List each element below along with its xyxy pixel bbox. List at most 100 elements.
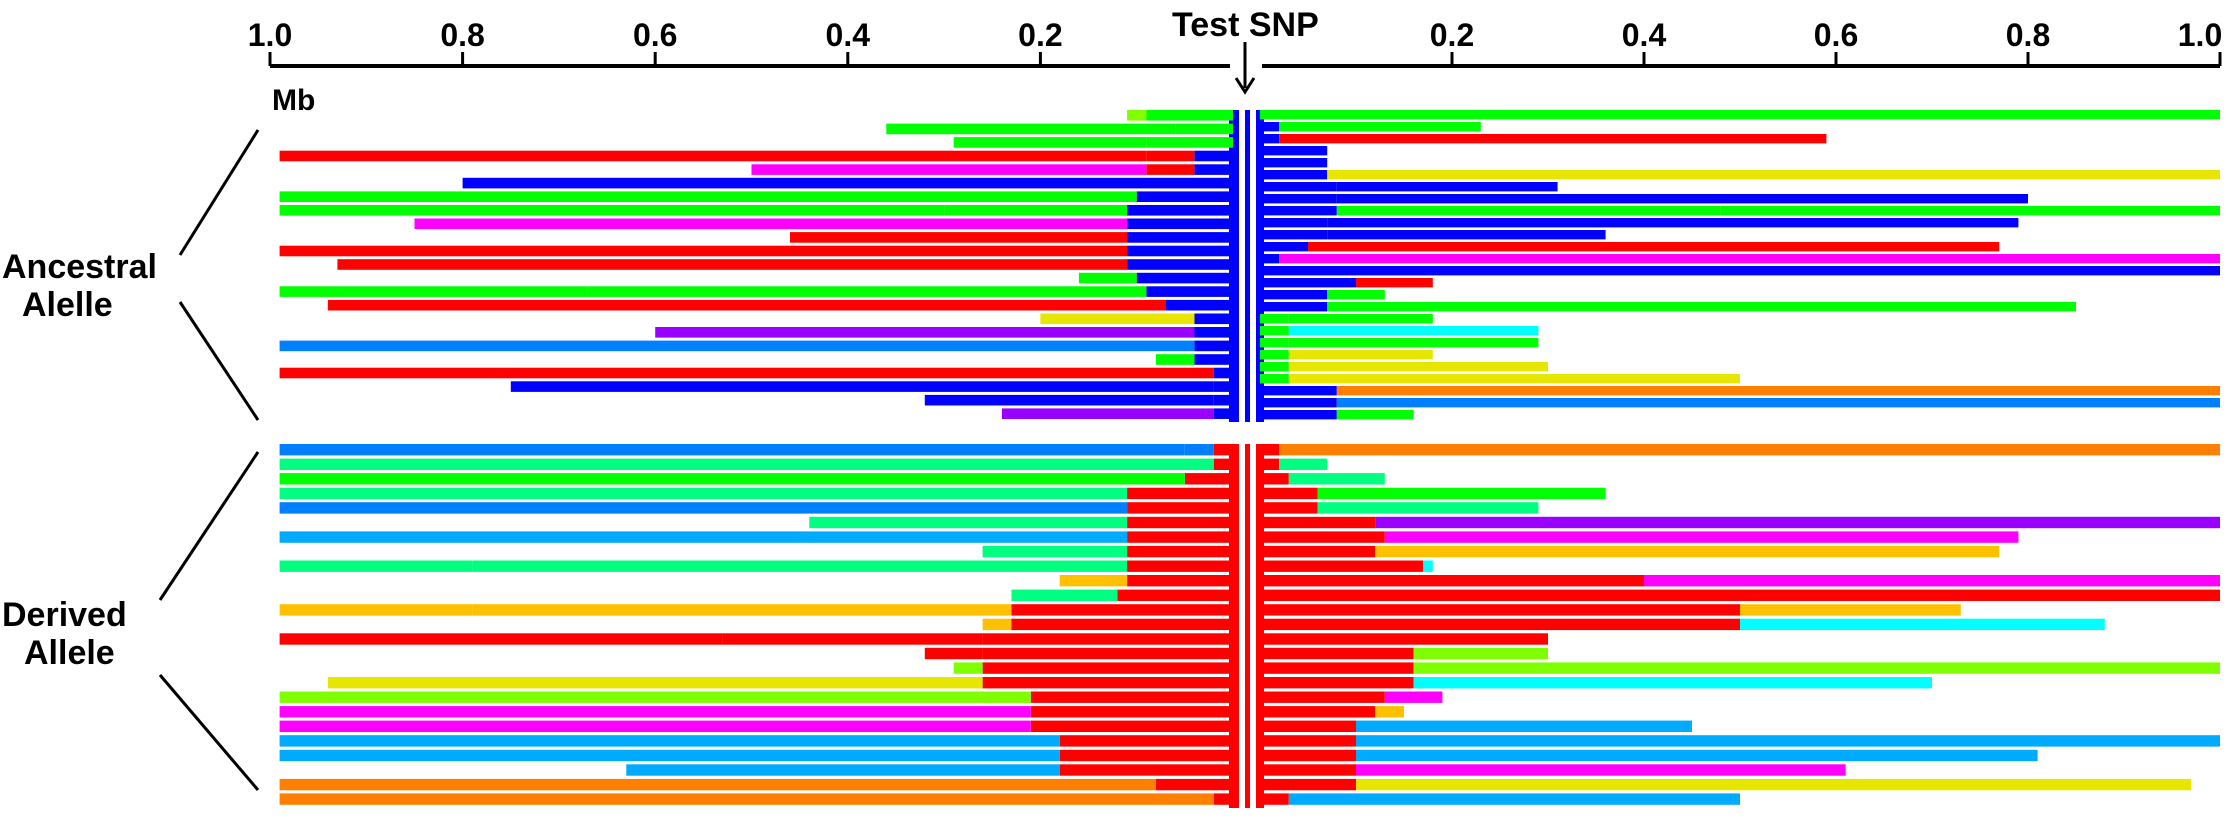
- ancestral-left-segment: [1146, 150, 1195, 162]
- derived-left-segment: [1059, 735, 1233, 747]
- derived-bracket-upper: [158, 451, 260, 601]
- derived-left-segment: [1127, 560, 1233, 572]
- derived-left-segment: [1127, 545, 1233, 558]
- derived-right-segment: [1260, 778, 1356, 791]
- ancestral-left-segment: [1146, 286, 1233, 297]
- ancestral-bracket: [178, 129, 260, 421]
- derived-left-segment: [279, 487, 1128, 500]
- derived-left-segment: [472, 560, 1127, 572]
- ancestral-right-segment: [1288, 350, 1433, 360]
- right-tick-label: 0.2: [1430, 17, 1474, 53]
- ancestral-left-segment: [279, 286, 588, 297]
- ancestral-haplotypes: [279, 110, 2220, 422]
- derived-right-segment: [1356, 778, 2192, 791]
- derived-left-segment: [279, 706, 1031, 718]
- right-tick-label: 0.6: [1814, 17, 1858, 53]
- derived-right-segment: [1644, 575, 2220, 587]
- left-tick-label: 0.8: [440, 17, 484, 53]
- ancestral-left-segment: [1127, 245, 1233, 257]
- ancestral-right-segment: [1279, 122, 1481, 132]
- ancestral-left-segment: [337, 259, 1128, 270]
- ancestral-right-segment: [1260, 326, 1289, 336]
- derived-right-segment: [1260, 502, 1318, 514]
- ancestral-left-segment: [1136, 191, 1233, 202]
- ancestral-left-segment: [655, 327, 1195, 338]
- ancestral-left-segment: [1194, 354, 1233, 365]
- derived-left-segment: [924, 647, 983, 660]
- derived-left-segment: [1213, 458, 1233, 470]
- derived-left-segment: [279, 633, 723, 645]
- ancestral-left-segment: [462, 177, 1195, 189]
- ancestral-right-segment: [1288, 338, 1539, 348]
- ancestral-right-segment: [1260, 386, 1337, 396]
- ancestral-left-segment: [414, 218, 1128, 230]
- ancestral-left-segment: [1194, 164, 1233, 175]
- derived-right-segment: [1288, 793, 1740, 805]
- ancestral-right-segment: [1356, 278, 1433, 288]
- derived-left-segment: [279, 604, 473, 616]
- derived-left-segment: [1011, 618, 1233, 631]
- derived-right-segment: [1260, 458, 1280, 470]
- ancestral-right-segment: [1336, 206, 1721, 216]
- ancestral-right-segment: [1260, 170, 1328, 180]
- snp-arrow-head-icon: [1234, 77, 1256, 95]
- derived-left-segment: [279, 691, 1031, 703]
- derived-right-segment: [1260, 444, 1280, 456]
- ancestral-right-segment: [1260, 338, 1289, 348]
- derived-right-segment: [1260, 749, 1356, 762]
- derived-right-segment: [1384, 531, 2019, 543]
- right-axis-ticks: 0.2 0.4 0.6 0.8 1.0: [1430, 17, 2222, 66]
- test-snp-marker: Test SNP: [1172, 6, 1319, 95]
- ancestral-snp-gap-right: [1250, 110, 1256, 422]
- ancestral-right-segment: [1260, 362, 1289, 372]
- derived-left-segment: [982, 618, 1012, 631]
- derived-right-segment: [1740, 604, 1961, 616]
- derived-right-segment: [1260, 633, 1548, 645]
- ancestral-right-segment: [1327, 290, 1385, 300]
- ancestral-left-segment: [1127, 259, 1233, 270]
- derived-right-segment: [1260, 516, 1376, 529]
- ancestral-right-segment: [1260, 302, 1328, 312]
- ancestral-left-segment: [1213, 394, 1233, 406]
- left-tick-label: 0.4: [826, 17, 871, 53]
- derived-snp-core: [1229, 444, 1264, 808]
- derived-right-segment: [1260, 677, 1414, 689]
- derived-right-segment: [1260, 764, 1356, 776]
- ancestral-right-segment: [1327, 302, 2076, 312]
- derived-right-segment: [1260, 691, 1385, 703]
- derived-right-segment: [1260, 647, 1414, 660]
- ancestral-bracket-lower: [178, 301, 260, 421]
- ancestral-right-segment: [1260, 254, 1280, 264]
- ancestral-bracket-upper: [178, 129, 260, 256]
- ancestral-left-segment: [924, 394, 1214, 406]
- derived-left-segment: [1059, 575, 1128, 587]
- derived-right-segment: [1260, 545, 1376, 558]
- distance-axis: 1.0 0.8 0.6 0.4 0.2 0.2 0.4 0.6 0.8 1.0 Mb: [248, 17, 2222, 117]
- ancestral-right-segment: [1260, 374, 1289, 384]
- derived-right-segment: [1260, 662, 1414, 674]
- derived-left-segment: [1213, 793, 1233, 805]
- derived-right-segment: [1260, 618, 1740, 631]
- ancestral-left-segment: [279, 205, 945, 216]
- left-tick-label: 0.2: [1018, 17, 1062, 53]
- ancestral-right-segment: [1356, 266, 2220, 276]
- derived-left-segment: [1127, 575, 1233, 587]
- ancestral-label-line2: Alelle: [22, 286, 113, 324]
- derived-left-segment: [327, 677, 983, 689]
- derived-left-segment: [1184, 473, 1233, 485]
- derived-right-segment: [1317, 502, 1539, 514]
- ancestral-right-segment: [1260, 122, 1280, 132]
- derived-right-segment: [1260, 473, 1289, 485]
- derived-right-segment: [1375, 516, 2220, 529]
- ancestral-right-segment: [1260, 410, 1337, 420]
- ancestral-right-segment: [1327, 218, 2019, 228]
- derived-right-segment: [1279, 458, 1328, 470]
- derived-left-segment: [1184, 444, 1214, 456]
- right-tick-label: 0.4: [1622, 17, 1667, 53]
- ancestral-right-segment: [1336, 398, 2220, 408]
- ancestral-left-segment: [279, 191, 1137, 202]
- ancestral-right-segment: [1260, 290, 1328, 300]
- derived-left-segment: [722, 633, 983, 645]
- derived-left-segment: [982, 647, 1233, 660]
